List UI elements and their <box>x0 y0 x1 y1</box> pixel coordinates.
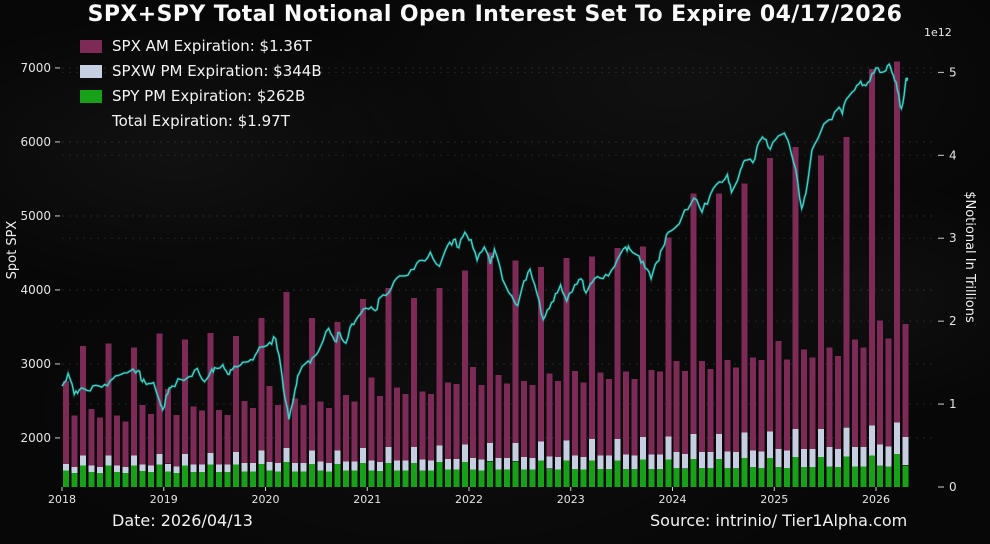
svg-text:7000: 7000 <box>20 61 51 75</box>
svg-text:2023: 2023 <box>557 493 585 506</box>
legend-item: SPXW PM Expiration: $344B <box>80 62 322 80</box>
svg-text:5: 5 <box>949 65 957 79</box>
spx-price-line <box>61 63 909 420</box>
right-axis-exponent-label: 1e12 <box>924 26 952 39</box>
legend-label: SPX AM Expiration: $1.36T <box>112 37 312 55</box>
svg-text:0: 0 <box>949 480 957 494</box>
svg-text:2025: 2025 <box>760 493 788 506</box>
legend-swatch <box>80 89 102 103</box>
svg-text:2019: 2019 <box>150 493 178 506</box>
legend-label: SPXW PM Expiration: $344B <box>112 62 322 80</box>
svg-text:3: 3 <box>949 231 957 245</box>
legend-item: SPY PM Expiration: $262B <box>80 87 322 105</box>
legend-item: Total Expiration: $1.97T <box>80 112 322 130</box>
svg-text:2000: 2000 <box>20 431 51 445</box>
svg-text:2020: 2020 <box>252 493 280 506</box>
legend-item: SPX AM Expiration: $1.36T <box>80 37 322 55</box>
legend: SPX AM Expiration: $1.36T SPXW PM Expirat… <box>80 37 322 130</box>
legend-label: SPY PM Expiration: $262B <box>112 87 306 105</box>
svg-text:5000: 5000 <box>20 209 51 223</box>
date-label: Date: 2026/04/13 <box>112 511 253 530</box>
svg-text:2026: 2026 <box>862 493 890 506</box>
svg-text:2021: 2021 <box>353 493 381 506</box>
svg-text:4: 4 <box>949 148 957 162</box>
svg-text:1: 1 <box>949 397 957 411</box>
svg-text:2022: 2022 <box>455 493 483 506</box>
right-axis-label: $Notional In Trillions <box>962 191 977 323</box>
chart-title: SPX+SPY Total Notional Open Interest Set… <box>87 2 903 27</box>
svg-text:6000: 6000 <box>20 135 51 149</box>
svg-text:2018: 2018 <box>48 493 76 506</box>
stacked-bars-layer <box>63 61 909 487</box>
legend-label: Total Expiration: $1.97T <box>112 112 290 130</box>
svg-text:2024: 2024 <box>659 493 687 506</box>
svg-text:2: 2 <box>949 314 957 328</box>
legend-swatch <box>80 64 102 78</box>
legend-swatch <box>80 39 102 53</box>
source-label: Source: intrinio/ Tier1Alpha.com <box>650 511 908 530</box>
svg-text:4000: 4000 <box>20 283 51 297</box>
axis-ticks: 2000 3000 4000 5000 6000 7000 0 1 2 3 4 5 2018 2019 20… <box>20 61 956 506</box>
left-axis-label: Spot SPX <box>5 220 20 280</box>
svg-text:3000: 3000 <box>20 357 51 371</box>
